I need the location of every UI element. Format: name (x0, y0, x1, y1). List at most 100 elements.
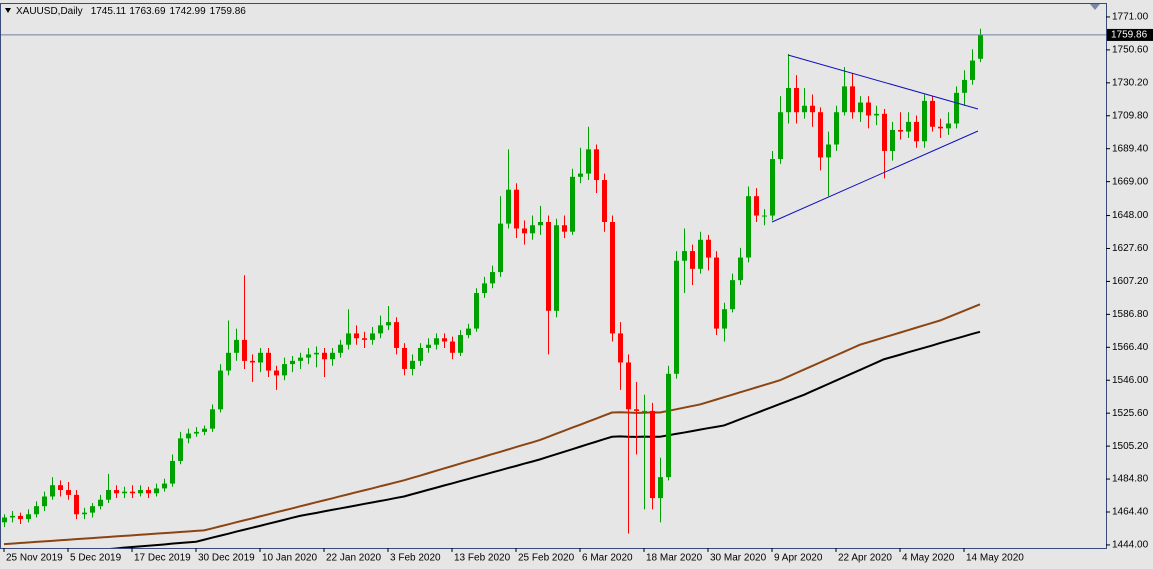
candle-body (802, 105, 807, 113)
candle-body (650, 410, 655, 499)
x-tick-label: 30 Mar 2020 (710, 553, 767, 564)
candle-body (18, 515, 23, 520)
x-tick-label: 22 Jan 2020 (326, 553, 381, 564)
candle-body (554, 225, 559, 311)
candle-body (874, 113, 879, 116)
candle-body (626, 362, 631, 410)
y-tick-label: 1669.00 (1112, 176, 1149, 187)
candle-body (482, 283, 487, 294)
candle-body (866, 102, 871, 116)
candle-body (242, 339, 247, 361)
low-value: 1742.99 (170, 6, 207, 17)
candle-body (202, 428, 207, 432)
candle-body (810, 105, 815, 113)
y-tick-label: 1689.40 (1112, 143, 1149, 154)
candle-body (978, 34, 983, 59)
candle-body (322, 352, 327, 360)
candle-body (586, 149, 591, 174)
candle-body (474, 293, 479, 329)
candle-body (770, 159, 775, 216)
candle-body (786, 87, 791, 113)
candle-body (218, 370, 223, 410)
candle-body (362, 338, 367, 340)
candle-body (98, 499, 103, 507)
candle-body (402, 347, 407, 369)
x-tick-label: 18 Mar 2020 (646, 553, 703, 564)
candle-body (594, 149, 599, 181)
last-price-label: 1759.86 (1111, 30, 1148, 41)
x-tick-label: 5 Dec 2019 (70, 553, 122, 564)
candle-body (738, 257, 743, 281)
candle-body (882, 113, 887, 151)
candle-body (466, 328, 471, 336)
plot-frame (0, 3, 1107, 549)
candle-body (762, 215, 767, 217)
candle-body (642, 410, 647, 412)
candle-body (346, 333, 351, 345)
candle-body (90, 506, 95, 513)
y-tick-label: 1750.60 (1112, 45, 1149, 56)
header-icon (5, 8, 11, 13)
candle-body (970, 60, 975, 80)
y-tick-label: 1464.40 (1112, 507, 1149, 518)
candle-body (410, 360, 415, 369)
candle-body (122, 491, 127, 494)
candle-body (378, 325, 383, 334)
y-tick-label: 1730.20 (1112, 77, 1149, 88)
y-tick-label: 1484.80 (1112, 474, 1149, 485)
candle-body (370, 333, 375, 340)
candle-body (938, 126, 943, 129)
shift-marker (1090, 4, 1100, 10)
candle-body (210, 409, 215, 429)
candle-body (330, 352, 335, 360)
candle-body (514, 189, 519, 229)
candle-body (914, 121, 919, 142)
candle-body (450, 341, 455, 353)
candle-body (186, 433, 191, 439)
candle-body (538, 222, 543, 226)
candle-body (2, 517, 7, 523)
candle-body (546, 222, 551, 311)
candle-body (106, 490, 111, 500)
y-tick-label: 1607.20 (1112, 276, 1149, 287)
candle-body (906, 121, 911, 132)
candle-body (954, 92, 959, 124)
trendline (771, 130, 979, 223)
close-value: 1759.86 (210, 6, 247, 17)
candle-body (194, 431, 199, 434)
candle-body (394, 322, 399, 348)
candle-body (26, 514, 31, 520)
candle-body (418, 347, 423, 361)
candle-body (314, 352, 319, 355)
y-tick-label: 1586.80 (1112, 309, 1149, 320)
plot-area (2, 28, 983, 548)
candle-body (682, 251, 687, 261)
x-tick-label: 22 Apr 2020 (838, 553, 892, 564)
candle-body (610, 222, 615, 334)
candle-body (698, 239, 703, 269)
candle-body (778, 112, 783, 160)
candle-body (82, 512, 87, 515)
candle-body (506, 189, 511, 224)
candle-body (386, 322, 391, 326)
candle-body (722, 309, 727, 329)
y-tick-label: 1505.20 (1112, 441, 1149, 452)
y-tick-label: 1648.00 (1112, 210, 1149, 221)
y-tick-label: 1546.00 (1112, 375, 1149, 386)
candle-body (690, 251, 695, 269)
candle-body (426, 344, 431, 348)
trendline (787, 54, 979, 110)
candle-body (434, 338, 439, 345)
candle-body (898, 129, 903, 132)
candle-body (834, 112, 839, 145)
candle-body (522, 228, 527, 234)
candle-body (490, 272, 495, 284)
y-tick-label: 1627.60 (1112, 243, 1149, 254)
candle-body (730, 280, 735, 310)
symbol-title: XAUUSD,Daily (16, 6, 83, 17)
candle-body (298, 357, 303, 361)
candle-body (458, 335, 463, 353)
candle-body (890, 129, 895, 151)
